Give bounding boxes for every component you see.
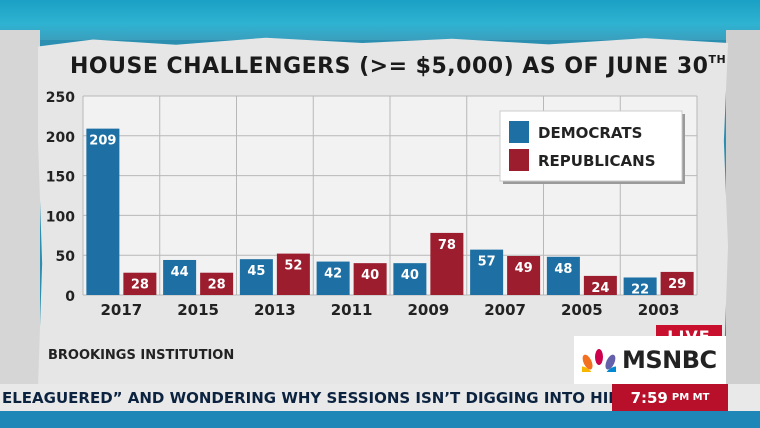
value-label: 40 xyxy=(361,268,379,283)
bar-republicans-2017 xyxy=(123,272,157,295)
bar-democrats-2009 xyxy=(393,263,427,295)
y-tick-label: 250 xyxy=(46,90,75,106)
chart-bars xyxy=(86,128,694,295)
bar-republicans-2005 xyxy=(583,275,617,295)
bar-republicans-2009 xyxy=(430,232,464,295)
value-label: 28 xyxy=(208,278,226,293)
x-tick-label: 2005 xyxy=(561,301,603,319)
legend-label: DEMOCRATS xyxy=(538,124,642,142)
bar-democrats-2011 xyxy=(316,261,350,295)
x-tick-label: 2017 xyxy=(101,301,143,319)
bar-democrats-2007 xyxy=(470,249,504,295)
value-label: 40 xyxy=(401,268,419,283)
y-tick-label: 100 xyxy=(46,209,75,225)
legend-label: REPUBLICANS xyxy=(538,152,656,170)
chart-legend: DEMOCRATS REPUBLICANS xyxy=(499,110,685,184)
bottom-band xyxy=(0,411,760,428)
chart-title: HOUSE CHALLENGERS (>= $5,000) AS OF JUNE… xyxy=(70,53,726,79)
value-label: 22 xyxy=(631,282,649,297)
chart-title-suffix: TH xyxy=(708,52,727,66)
value-label: 52 xyxy=(284,259,302,274)
bar-democrats-2013 xyxy=(239,259,273,295)
x-tick-label: 2013 xyxy=(254,301,296,319)
source-label: BROOKINGS INSTITUTION xyxy=(48,348,235,363)
x-tick-label: 2007 xyxy=(484,301,526,319)
x-tick-label: 2015 xyxy=(177,301,219,319)
value-label: 44 xyxy=(171,265,189,280)
bar-democrats-2005 xyxy=(546,256,580,295)
bar-republicans-2007 xyxy=(507,255,541,295)
ticker-text: ELEAGUERED” AND WONDERING WHY SESSIONS I… xyxy=(2,389,612,407)
bar-republicans-2003 xyxy=(660,271,694,295)
bar-republicans-2015 xyxy=(200,272,234,295)
y-tick-label: 0 xyxy=(65,289,75,305)
bar-republicans-2013 xyxy=(276,253,310,295)
chart-axis: 0 50 100 150 200 250 2017 2015 2013 2011 2009 2007 2… xyxy=(46,90,680,319)
left-background-strip xyxy=(0,30,40,390)
value-label: 28 xyxy=(131,278,149,293)
ticker-clock: 7:59 PM MT xyxy=(612,384,728,411)
bar-democrats-2015 xyxy=(163,259,197,295)
bar-republicans-2011 xyxy=(353,263,387,295)
value-label: 49 xyxy=(515,261,533,276)
y-tick-label: 200 xyxy=(46,130,75,146)
y-tick-label: 150 xyxy=(46,170,75,186)
value-label: 209 xyxy=(89,134,116,149)
value-label: 57 xyxy=(478,255,496,270)
value-label: 45 xyxy=(247,264,265,279)
x-tick-label: 2011 xyxy=(331,301,373,319)
chart-title-text: HOUSE CHALLENGERS (>= $5,000) AS OF JUNE… xyxy=(70,54,709,79)
ticker-time-zone: PM MT xyxy=(671,392,710,403)
bar-democrats-2017 xyxy=(86,128,120,295)
legend-swatch xyxy=(509,149,529,171)
top-background xyxy=(0,0,760,40)
ticker-time: 7:59 xyxy=(630,388,668,407)
bar-democrats-2003 xyxy=(623,277,657,295)
value-label: 78 xyxy=(438,238,456,253)
legend-swatch xyxy=(509,121,529,143)
peacock-icon xyxy=(582,349,616,372)
value-label: 48 xyxy=(554,262,572,277)
right-background-strip xyxy=(726,30,760,390)
chart-value-labels: 209 28 44 28 45 52 42 40 40 78 57 49 48 24 22 29 xyxy=(89,134,686,298)
network-logo-text: MSNBC xyxy=(622,346,717,374)
value-label: 24 xyxy=(591,281,609,296)
y-tick-label: 50 xyxy=(56,249,76,265)
value-label: 29 xyxy=(668,277,686,292)
network-logo: MSNBC xyxy=(574,336,726,384)
x-tick-label: 2003 xyxy=(638,301,680,319)
value-label: 42 xyxy=(324,267,342,282)
x-tick-label: 2009 xyxy=(408,301,450,319)
legend-box xyxy=(499,110,683,182)
